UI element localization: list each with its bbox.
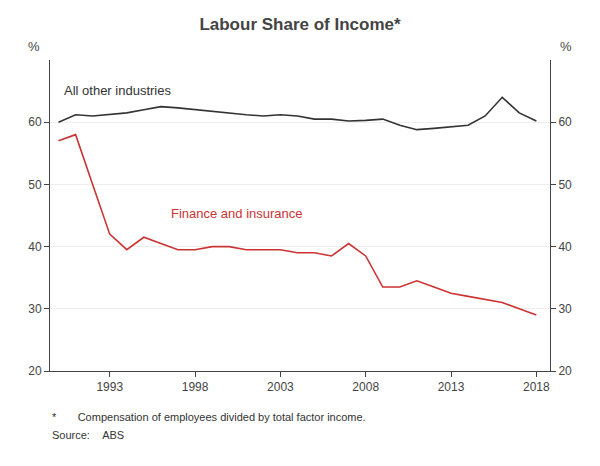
svg-text:%: % xyxy=(28,39,40,54)
svg-text:Labour Share of Income*: Labour Share of Income* xyxy=(199,15,401,34)
svg-text:30: 30 xyxy=(558,302,572,316)
svg-text:2013: 2013 xyxy=(438,380,465,394)
svg-text:2018: 2018 xyxy=(523,380,550,394)
svg-text:30: 30 xyxy=(28,302,42,316)
svg-text:%: % xyxy=(560,39,572,54)
svg-text:* Compensation of employ: * Compensation of employees divided by t… xyxy=(52,411,366,423)
svg-text:20: 20 xyxy=(28,364,42,378)
svg-text:40: 40 xyxy=(28,240,42,254)
svg-text:Source: ABS: Source: ABS xyxy=(52,429,124,441)
svg-text:1993: 1993 xyxy=(96,380,123,394)
svg-text:60: 60 xyxy=(28,115,42,129)
svg-text:50: 50 xyxy=(558,178,572,192)
svg-text:50: 50 xyxy=(28,178,42,192)
svg-text:2008: 2008 xyxy=(352,380,379,394)
svg-text:1998: 1998 xyxy=(182,380,209,394)
svg-text:20: 20 xyxy=(558,364,572,378)
svg-text:60: 60 xyxy=(558,115,572,129)
svg-text:40: 40 xyxy=(558,240,572,254)
svg-text:2003: 2003 xyxy=(267,380,294,394)
svg-text:All other industries: All other industries xyxy=(64,83,171,98)
svg-text:Finance and insurance: Finance and insurance xyxy=(171,206,303,221)
